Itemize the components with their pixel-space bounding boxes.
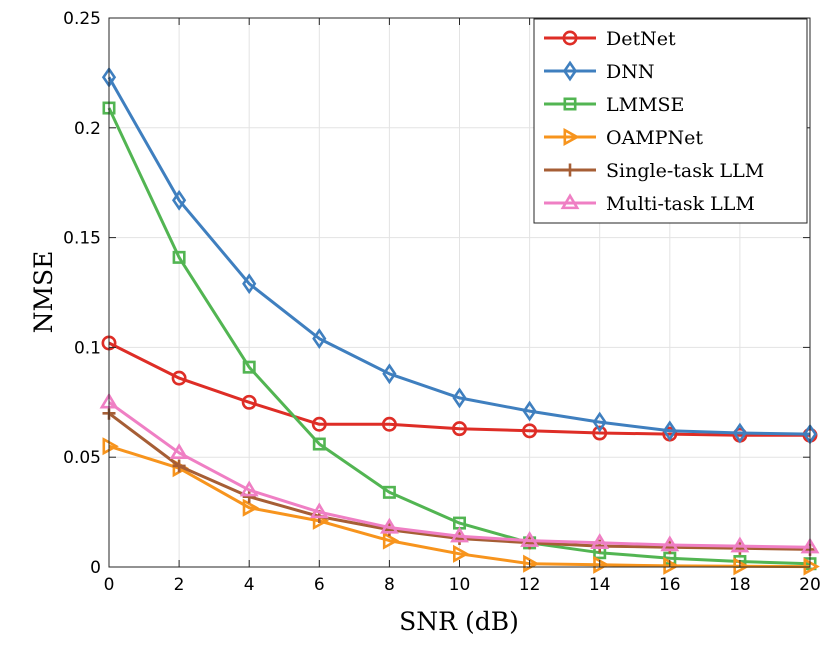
- data-point-multi-task-llm: [379, 517, 399, 534]
- y-axis-title: NMSE: [29, 251, 58, 334]
- series-multi-task-llm: [99, 392, 820, 554]
- x-tick-label: 6: [314, 575, 325, 595]
- data-point-multi-task-llm: [520, 530, 540, 547]
- data-point-multi-task-llm: [239, 480, 259, 497]
- data-point-dnn: [732, 422, 747, 444]
- legend-swatch-marker: [560, 193, 580, 210]
- data-point-detnet: [241, 394, 257, 410]
- legend-swatch-marker: [563, 127, 580, 147]
- data-point-multi-task-llm: [169, 443, 189, 459]
- legend-swatch-marker: [562, 60, 578, 82]
- legend-label: Single-task LLM: [606, 160, 764, 182]
- series-layer: [99, 66, 820, 576]
- legend-entry-lmmse: LMMSE: [544, 94, 684, 116]
- data-point-dnn: [172, 189, 187, 211]
- data-point-multi-task-llm: [730, 536, 750, 553]
- x-tick-label: 20: [799, 575, 821, 595]
- axis-ticks: 0 2 4 6 8 10 12 14 16 18 20 0 0.05 0.1 0.15 0.2 0.25: [63, 9, 821, 595]
- data-point-oampnet: [242, 498, 260, 517]
- series-dnn: [101, 66, 818, 445]
- legend-entry-detnet: DetNet: [544, 28, 676, 50]
- legend-swatch-marker: [563, 163, 577, 177]
- data-point-oampnet: [452, 544, 470, 563]
- data-point-multi-task-llm: [450, 526, 469, 543]
- data-point-detnet: [522, 423, 538, 439]
- data-point-multi-task-llm: [590, 533, 610, 550]
- x-tick-label: 8: [384, 575, 395, 595]
- series-line-dnn: [107, 76, 811, 436]
- data-point-lmmse: [312, 437, 326, 451]
- y-tick-label: 0.25: [63, 9, 101, 29]
- legend-entry-single-task-llm: Single-task LLM: [544, 160, 764, 182]
- legend-label: DNN: [606, 61, 654, 83]
- data-point-dnn: [242, 273, 257, 295]
- legend-label: LMMSE: [606, 94, 684, 116]
- legend-swatch-marker: [562, 30, 578, 46]
- data-point-detnet: [171, 370, 187, 386]
- x-tick-label: 4: [244, 575, 255, 595]
- x-tick-label: 18: [729, 575, 751, 595]
- data-point-dnn: [452, 387, 467, 409]
- data-point-lmmse: [242, 360, 256, 374]
- series-line-oampnet: [108, 444, 811, 569]
- data-point-single-task-llm: [172, 459, 186, 473]
- series-line-detnet: [108, 341, 810, 437]
- data-point-multi-task-llm: [309, 502, 329, 519]
- data-point-detnet: [592, 425, 608, 441]
- legend-entry-dnn: DNN: [544, 60, 654, 83]
- series-line-multi-task-llm: [108, 401, 811, 549]
- legend-entry-oampnet: OAMPNet: [544, 127, 703, 149]
- data-point-detnet: [452, 421, 467, 437]
- legend-entry-multi-task-llm: Multi-task LLM: [544, 193, 755, 215]
- data-point-oampnet: [593, 555, 610, 574]
- x-tick-label: 0: [104, 575, 115, 595]
- y-tick-label: 0.05: [63, 448, 101, 468]
- x-tick-label: 2: [174, 575, 185, 595]
- data-point-dnn: [312, 328, 327, 350]
- y-tick-label: 0.1: [74, 338, 101, 358]
- series-oampnet: [102, 437, 820, 576]
- y-tick-label: 0: [90, 558, 101, 578]
- data-point-dnn: [522, 400, 537, 422]
- data-point-dnn: [382, 363, 397, 385]
- x-tick-label: 16: [659, 575, 681, 595]
- data-point-dnn: [592, 411, 607, 433]
- data-point-dnn: [662, 420, 677, 442]
- series-line-lmmse: [107, 107, 811, 566]
- legend-label: Multi-task LLM: [606, 193, 755, 215]
- data-point-detnet: [381, 416, 397, 432]
- x-tick-label: 14: [589, 575, 611, 595]
- data-point-lmmse: [382, 485, 396, 499]
- data-point-oampnet: [663, 556, 680, 575]
- x-tick-label: 10: [449, 575, 471, 595]
- data-point-detnet: [311, 416, 327, 432]
- data-point-oampnet: [733, 557, 750, 576]
- data-point-lmmse: [172, 250, 186, 264]
- legend-swatch-marker: [563, 97, 577, 111]
- data-point-oampnet: [102, 437, 119, 456]
- legend: DetNet DNN LMMSE OAMPNet Single-task LLM Mult…: [533, 18, 808, 224]
- data-point-multi-task-llm: [660, 535, 680, 552]
- legend-label: OAMPNet: [606, 127, 703, 149]
- y-tick-label: 0.15: [63, 229, 101, 249]
- data-point-single-task-llm: [242, 490, 256, 504]
- legend-box: [533, 18, 808, 224]
- y-tick-label: 0.2: [74, 119, 101, 139]
- x-tick-label: 12: [519, 575, 541, 595]
- legend-label: DetNet: [606, 28, 676, 50]
- x-axis-title: SNR (dB): [399, 607, 519, 636]
- data-point-oampnet: [382, 531, 400, 550]
